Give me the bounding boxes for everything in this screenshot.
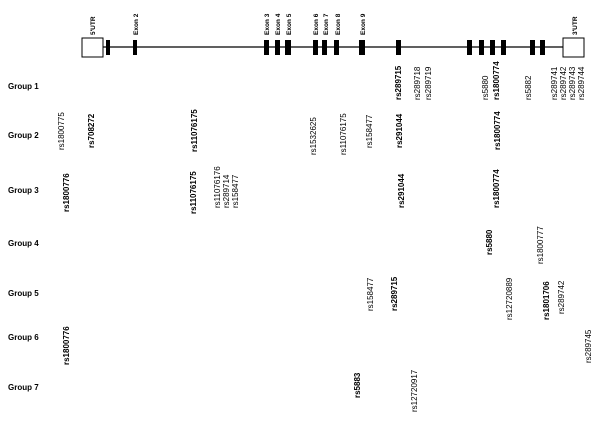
exon-block — [359, 40, 365, 55]
exon-block — [106, 40, 110, 55]
snp-label: rs5880 — [481, 75, 490, 100]
snp-label: rs289742 — [559, 66, 568, 100]
exon-block — [530, 40, 535, 55]
exon-label: Exon 9 — [360, 13, 367, 35]
exon-label: Exon 2 — [133, 13, 140, 35]
snp-label: rs11076176 — [213, 166, 222, 208]
exon-block — [313, 40, 318, 55]
utr5-label: 5'UTR — [90, 16, 97, 35]
exon-label: Exon 5 — [286, 13, 293, 35]
snp-label: rs289741 — [550, 66, 559, 100]
snp-label: rs289714 — [222, 174, 231, 208]
snp-label: rs1800774 — [492, 61, 501, 100]
exon-block — [490, 40, 495, 55]
group-label: Group 6 — [8, 333, 39, 342]
group-label: Group 2 — [8, 131, 39, 140]
snp-label: rs5880 — [485, 229, 494, 255]
exon-label: Exon 6 — [313, 13, 320, 35]
snp-label: rs289745 — [584, 329, 593, 363]
snp-label: rs289715 — [390, 276, 399, 311]
utr5-box — [81, 37, 104, 58]
snp-label: rs11076175 — [189, 171, 198, 214]
gene-structure: 5'UTR 3'UTR Exon 2 Exon 3 Exon 4 Exon 5 … — [81, 13, 585, 58]
exon-block — [501, 40, 506, 55]
utr3-label: 3'UTR — [572, 16, 579, 35]
snp-label: rs1800777 — [536, 226, 545, 264]
snp-label: rs11076175 — [339, 113, 348, 155]
exon-label: Exon 7 — [323, 13, 330, 35]
snp-label: rs289742 — [557, 280, 566, 314]
snp-label: rs1801706 — [542, 281, 551, 320]
group-label: Group 1 — [8, 82, 39, 91]
utr3-box — [562, 37, 585, 58]
snp-label: rs1532625 — [309, 117, 318, 155]
snp-label: rs5883 — [353, 372, 362, 398]
group-label: Group 4 — [8, 239, 39, 248]
snp-label: rs158477 — [366, 277, 375, 311]
group-label: Group 7 — [8, 383, 39, 392]
exon-block — [467, 40, 472, 55]
snp-label: rs708272 — [87, 113, 96, 148]
snp-label: rs12720889 — [505, 277, 514, 320]
exon-block — [540, 40, 545, 55]
snp-label: rs1800774 — [492, 169, 501, 208]
exon-block — [322, 40, 327, 55]
group-label: Group 3 — [8, 186, 39, 195]
exon-label: Exon 3 — [264, 13, 271, 35]
snp-label: rs291044 — [397, 173, 406, 208]
snp-label: rs289715 — [394, 65, 403, 100]
exon-block — [479, 40, 484, 55]
snp-label: rs1800774 — [493, 111, 502, 150]
snp-label: rs289719 — [424, 66, 433, 100]
exon-block — [133, 40, 137, 55]
snp-label: rs1800775 — [57, 112, 66, 150]
exon-block — [285, 40, 291, 55]
exon-block — [264, 40, 269, 55]
exon-block — [334, 40, 339, 55]
exon-block — [396, 40, 401, 55]
snp-label: rs11076175 — [190, 109, 199, 152]
exon-block — [275, 40, 280, 55]
snp-label: rs158477 — [365, 114, 374, 148]
snp-label: rs289743 — [568, 66, 577, 100]
group-labels: Group 1 Group 2 Group 3 Group 4 Group 5 … — [8, 82, 39, 392]
snp-label: rs5882 — [524, 75, 533, 100]
snp-label: rs1800776 — [62, 326, 71, 365]
snp-label: rs289718 — [413, 66, 422, 100]
snp-label: rs291044 — [395, 113, 404, 148]
snp-label: rs12720917 — [410, 369, 419, 412]
snp-label: rs1800776 — [62, 173, 71, 212]
snp-label: rs158477 — [231, 174, 240, 208]
group-label: Group 5 — [8, 289, 39, 298]
exon-label: Exon 8 — [335, 13, 342, 35]
snp-label: rs289744 — [577, 66, 586, 100]
exon-label: Exon 4 — [275, 13, 282, 35]
